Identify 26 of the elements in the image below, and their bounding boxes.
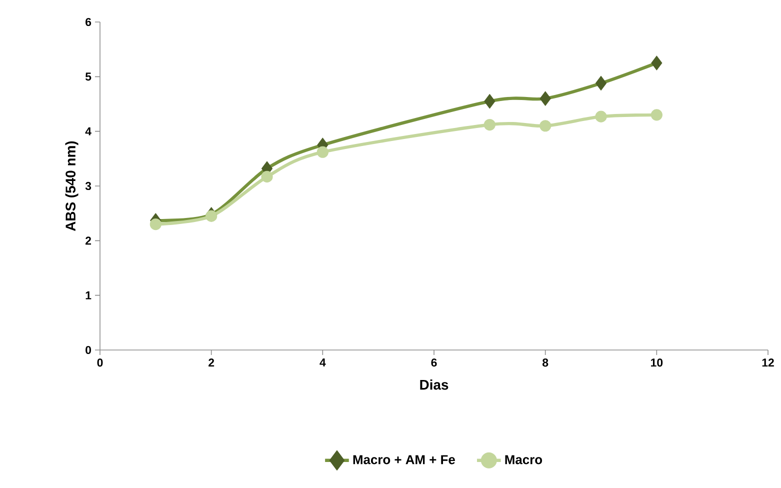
point — [206, 210, 218, 222]
y-tick-label: 2 — [86, 236, 92, 245]
y-tick-label: 4 — [85, 127, 92, 136]
y-tick-label: 3 — [85, 182, 92, 190]
legend-label: Macro + AM + Fe — [353, 455, 455, 464]
x-tick-label: 0 — [97, 358, 103, 367]
y-tick-label: 6 — [86, 18, 92, 26]
x-tick-label: 4 — [320, 358, 326, 366]
x-axis-title: Dias — [420, 379, 448, 390]
point — [540, 120, 552, 132]
x-tick-label: 2 — [208, 358, 214, 367]
point — [316, 146, 328, 158]
point — [484, 118, 496, 131]
y-tick-label: 1 — [86, 291, 92, 300]
x-tick-label: 8 — [542, 358, 548, 367]
x-tick-label: 12 — [762, 358, 774, 367]
x-tick-label: 10 — [651, 358, 663, 367]
y-tick-label: 0 — [86, 346, 92, 354]
point — [261, 170, 273, 183]
point — [150, 218, 162, 230]
point — [595, 110, 607, 122]
point — [650, 109, 662, 121]
y-axis-title: ABS (540 nm) — [65, 141, 78, 231]
legend-label: Macro — [505, 455, 542, 464]
x-tick-label: 6 — [431, 358, 437, 367]
y-tick-label: 5 — [85, 72, 92, 81]
